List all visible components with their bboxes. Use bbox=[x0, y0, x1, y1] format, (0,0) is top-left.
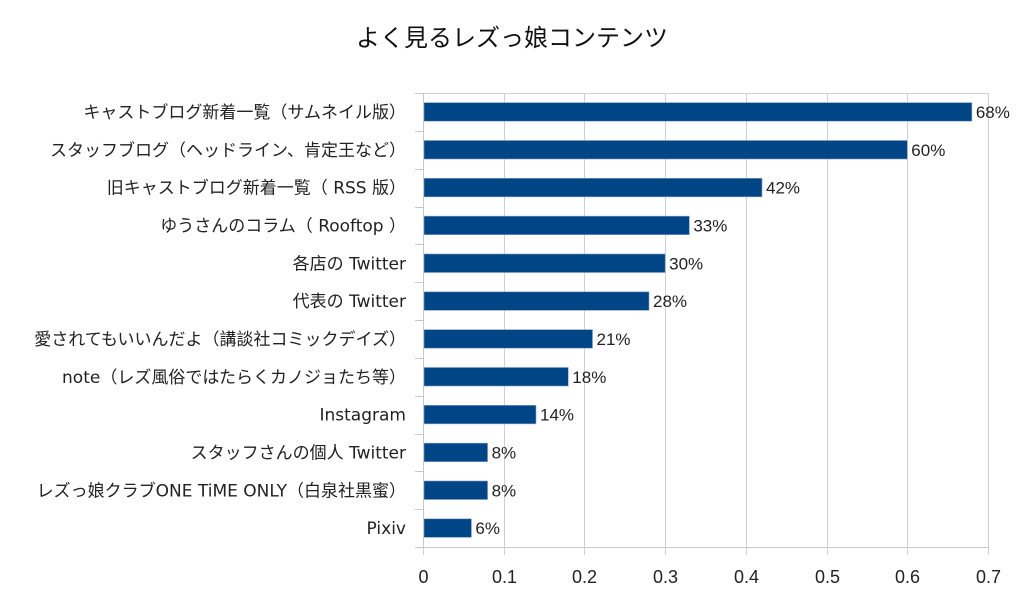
axes bbox=[415, 93, 988, 548]
bar bbox=[423, 178, 763, 198]
x-tick-label: 0.4 bbox=[734, 567, 759, 587]
bar bbox=[423, 518, 472, 538]
bar bbox=[423, 405, 537, 425]
data-label: 30% bbox=[669, 254, 703, 273]
category-label: レズっ娘クラブONE TiME ONLY（白泉社黒蜜） bbox=[37, 480, 406, 501]
bar bbox=[423, 291, 650, 311]
category-label: 愛されてもいいんだよ（講談社コミックデイズ） bbox=[34, 329, 406, 350]
category-label: Pixiv bbox=[367, 519, 406, 539]
data-label: 68% bbox=[976, 103, 1010, 122]
bar bbox=[423, 253, 666, 273]
category-label: 各店の Twitter bbox=[293, 254, 406, 274]
x-tick-label: 0.6 bbox=[895, 567, 920, 587]
x-tick-label: 0.2 bbox=[572, 567, 597, 587]
bar bbox=[423, 329, 593, 349]
bar bbox=[423, 480, 488, 500]
bars bbox=[423, 102, 973, 538]
data-label: 21% bbox=[597, 330, 631, 349]
x-tick-label: 0.7 bbox=[976, 567, 1001, 587]
category-label: ゆうさんのコラム（ Rooftop ） bbox=[160, 216, 406, 236]
data-label: 14% bbox=[540, 406, 574, 425]
category-label: Instagram bbox=[320, 406, 407, 426]
x-tick-label: 0.3 bbox=[653, 567, 678, 587]
data-label: 8% bbox=[492, 443, 517, 462]
bar bbox=[423, 215, 690, 235]
category-label: キャストブログ新着一覧（サムネイル版） bbox=[83, 102, 406, 123]
category-label: 代表の Twitter bbox=[293, 292, 406, 312]
bar bbox=[423, 442, 488, 462]
category-label: スタッフさんの個人 Twitter bbox=[191, 443, 406, 463]
bar bbox=[423, 367, 569, 387]
data-label: 42% bbox=[766, 179, 800, 198]
x-tick-label: 0 bbox=[418, 567, 428, 587]
data-label: 6% bbox=[475, 519, 500, 538]
data-label: 33% bbox=[693, 216, 727, 235]
category-label: note（レズ風俗ではたらくカノジョたち等） bbox=[62, 368, 406, 388]
x-tick-label: 0.5 bbox=[815, 567, 840, 587]
data-label: 60% bbox=[911, 141, 945, 160]
data-label: 8% bbox=[492, 481, 517, 500]
chart-title: よく見るレズっ娘コンテンツ bbox=[356, 24, 668, 52]
category-label: スタッフブログ（ヘッドライン、肯定王など） bbox=[50, 140, 406, 161]
data-label: 18% bbox=[572, 368, 606, 387]
bar bbox=[423, 102, 973, 122]
data-label: 28% bbox=[653, 292, 687, 311]
labels: 0 0.1 0.2 0.3 0.4 0.5 0.6 0.7 68% キャストブログ新着一覧（サムネ… bbox=[34, 102, 1010, 587]
x-tick-label: 0.1 bbox=[492, 567, 517, 587]
bar bbox=[423, 140, 908, 160]
category-label: 旧キャストブログ新着一覧（ RSS 版） bbox=[107, 178, 406, 199]
